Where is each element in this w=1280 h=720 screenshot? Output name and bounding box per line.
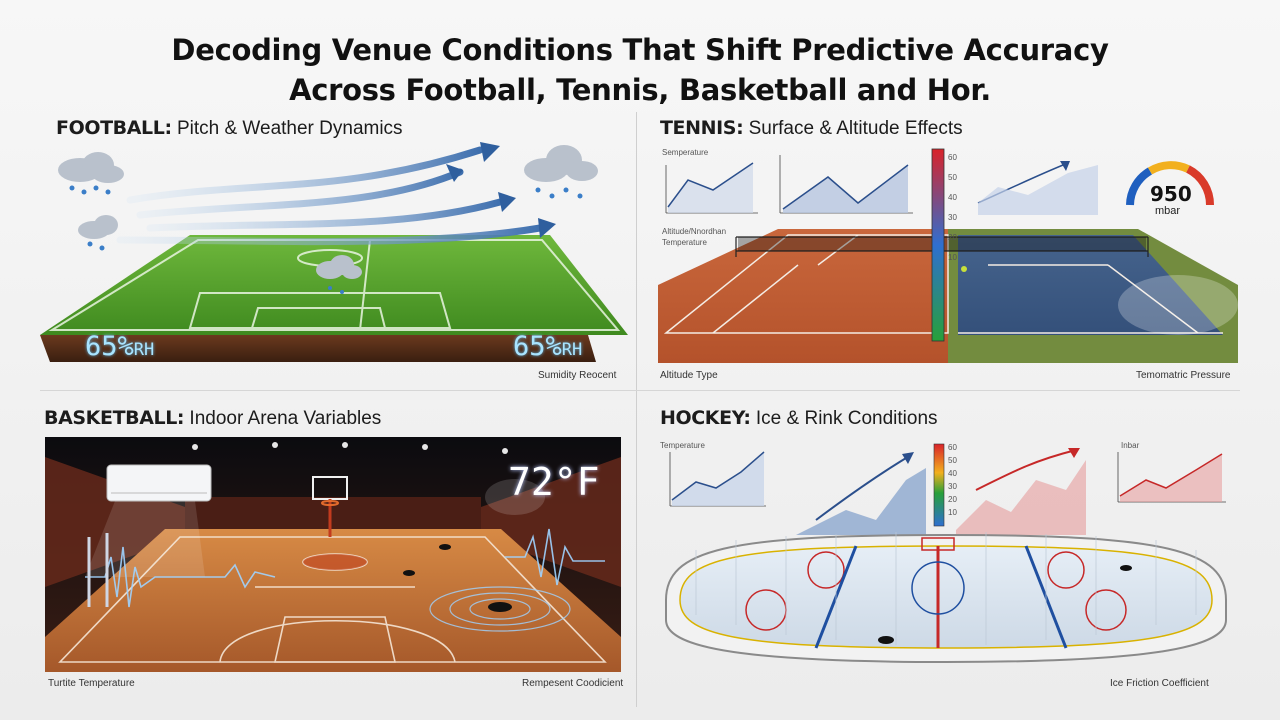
basketball-court-floor bbox=[45, 529, 621, 672]
tennis-subtitle: Surface & Altitude Effects bbox=[748, 118, 963, 139]
tennis-sport-label: TENNIS: bbox=[660, 117, 744, 139]
air-conditioner-icon bbox=[85, 464, 212, 577]
tennis-chart-label-mid1: Altitude/Nnordhan bbox=[662, 227, 727, 236]
clay-court bbox=[658, 229, 948, 363]
hockey-scale-mark: 40 bbox=[948, 469, 957, 478]
hockey-footer-right: Ice Friction Coefficient bbox=[1110, 678, 1209, 689]
hockey-chart-label-left: Temperature bbox=[660, 441, 705, 450]
page-title: Decoding Venue Conditions That Shift Pre… bbox=[0, 30, 1280, 110]
football-pitch bbox=[40, 235, 628, 335]
hockey-scale-mark: 20 bbox=[948, 495, 957, 504]
humidity-right-value: 65% bbox=[513, 331, 562, 362]
hockey-chart-label-right: Inbar bbox=[1121, 441, 1140, 450]
title-line-2: Across Football, Tennis, Basketball and … bbox=[289, 73, 991, 107]
humidity-left-unit: RH bbox=[133, 340, 155, 360]
tennis-illustration bbox=[658, 148, 1238, 363]
hockey-sport-label: HOCKEY: bbox=[660, 407, 751, 429]
tennis-heading: TENNIS: Surface & Altitude Effects bbox=[660, 117, 963, 140]
rain-cloud-icon bbox=[58, 145, 598, 279]
tennis-scale-mark: 30 bbox=[948, 213, 957, 222]
basketball-sport-label: BASKETBALL: bbox=[44, 407, 185, 429]
tennis-scale-mark: 60 bbox=[948, 153, 957, 162]
football-pitch-illustration bbox=[40, 142, 628, 362]
horizontal-divider bbox=[40, 390, 1240, 391]
tennis-scale-mark: 50 bbox=[948, 173, 957, 182]
tennis-scale-mark: 20 bbox=[948, 233, 957, 242]
hockey-subtitle: Ice & Rink Conditions bbox=[755, 408, 938, 429]
humidity-right-readout: 65%RH bbox=[513, 331, 582, 362]
tennis-scale-mark: 10 bbox=[948, 253, 957, 262]
sound-wave-icon bbox=[85, 528, 605, 608]
basketball-heading: BASKETBALL: Indoor Arena Variables bbox=[44, 407, 381, 430]
pressure-gauge bbox=[1126, 167, 1153, 206]
tennis-scale-mark: 40 bbox=[948, 193, 957, 202]
humidity-right-unit: RH bbox=[561, 340, 583, 360]
pressure-value: 950 bbox=[1150, 182, 1192, 206]
arena-temperature-readout: 72°F bbox=[508, 460, 600, 504]
puck bbox=[488, 602, 512, 612]
hockey-goal bbox=[921, 537, 955, 551]
tennis-chart-label-mid2: Temperature bbox=[662, 238, 707, 247]
hockey-heading: HOCKEY: Ice & Rink Conditions bbox=[660, 407, 938, 430]
hockey-rink-ice bbox=[679, 545, 1213, 649]
tennis-footer-left: Altitude Type bbox=[660, 370, 718, 381]
humidity-left-readout: 65%RH bbox=[85, 331, 154, 362]
basketball-subtitle: Indoor Arena Variables bbox=[189, 408, 382, 429]
humidity-left-value: 65% bbox=[85, 331, 134, 362]
basketball-footer-left: Turtite Temperature bbox=[48, 678, 135, 689]
wind-arrow-icon bbox=[116, 146, 544, 246]
hockey-scale-mark: 50 bbox=[948, 456, 957, 465]
hockey-scale-mark: 10 bbox=[948, 508, 957, 517]
thermometer-scale bbox=[931, 148, 945, 342]
football-footer-right: Sumidity Reocent bbox=[538, 370, 617, 381]
hockey-scale-mark: 60 bbox=[948, 443, 957, 452]
hoop-icon bbox=[312, 476, 348, 537]
hockey-scale-mark: 30 bbox=[948, 482, 957, 491]
football-heading: FOOTBALL: Pitch & Weather Dynamics bbox=[56, 117, 403, 140]
hockey-scale-marks: 60 50 40 30 20 10 bbox=[948, 441, 957, 519]
tennis-ball bbox=[961, 266, 967, 272]
stand-pole bbox=[87, 533, 109, 607]
football-subtitle: Pitch & Weather Dynamics bbox=[176, 118, 403, 139]
pressure-unit: mbar bbox=[1155, 205, 1181, 217]
title-line-1: Decoding Venue Conditions That Shift Pre… bbox=[171, 33, 1109, 67]
tennis-footer-right: Temomatric Pressure bbox=[1136, 370, 1231, 381]
thermometer-scale bbox=[933, 443, 945, 527]
vertical-divider bbox=[636, 112, 637, 707]
tennis-scale-marks: 60 50 40 30 20 10 bbox=[948, 148, 957, 268]
basketball-arena-illustration bbox=[45, 437, 621, 672]
basketball-footer-right: Rempesent Coodicient bbox=[522, 678, 624, 689]
hockey-illustration bbox=[665, 443, 1227, 664]
football-sport-label: FOOTBALL: bbox=[56, 117, 172, 139]
hockey-puck bbox=[878, 636, 894, 644]
tennis-chart-label-top: Semperature bbox=[662, 148, 709, 157]
